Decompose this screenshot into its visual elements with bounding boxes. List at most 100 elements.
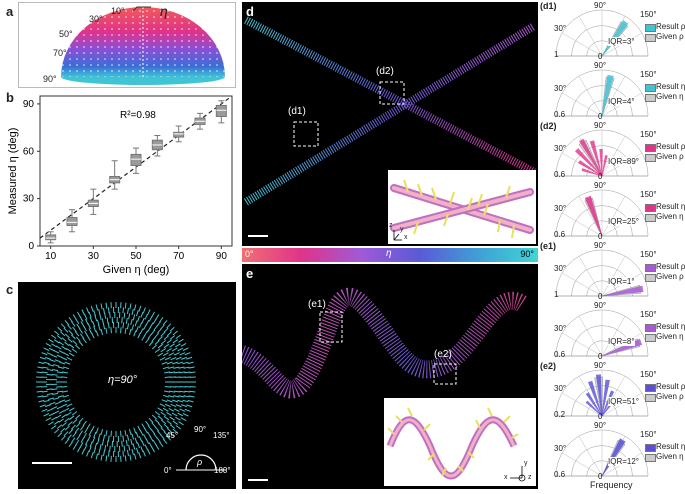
axis-e-x: x <box>504 474 508 481</box>
panel-c-image: η=90° ρ 0° 45° 90° 135° 180° <box>18 282 236 489</box>
legend-swatch <box>645 324 656 332</box>
roi-d1 <box>294 122 318 146</box>
roi-e2-label: (e2) <box>434 349 452 360</box>
scale-bar-c <box>32 462 72 464</box>
rho-angle-180: 180° <box>214 466 231 475</box>
box <box>67 218 77 226</box>
polar-group-label: (d2) <box>540 121 557 131</box>
inset-d: z y x <box>388 170 536 244</box>
polar-angle-0: 0 <box>598 232 602 241</box>
dome-angle-30: 30° <box>89 14 103 24</box>
y-tick-label: 0 <box>28 241 34 252</box>
legend-label: Result η <box>656 202 685 211</box>
inset-e: y x z <box>384 398 536 486</box>
polar-iqr: IQR=12° <box>608 457 639 466</box>
colorbar-min: 0° <box>245 249 254 259</box>
legend-label: Result η <box>656 442 685 451</box>
polar-angle-30: 30° <box>554 324 566 333</box>
panel-a-frame: η 10° 30° 50° 70° 90° <box>18 2 236 88</box>
polar-angle-30: 30° <box>554 24 566 33</box>
legend-swatch <box>645 204 656 212</box>
legend-swatch <box>645 334 656 342</box>
polar-angle-0: 0 <box>598 352 602 361</box>
x-axis-label: Given η (deg) <box>103 264 170 276</box>
panel-a-label: a <box>6 4 13 19</box>
rho-angle-90: 90° <box>194 425 206 434</box>
x-tick-label: 70 <box>173 251 185 262</box>
legend-label: Given ρ <box>656 32 684 41</box>
polar-xlabel: Frequency <box>590 480 633 490</box>
polar-angle-150: 150° <box>640 430 657 439</box>
eta-symbol-a: η <box>160 3 168 19</box>
roi-e1-label: (e1) <box>308 299 326 310</box>
polar-angle-90: 90° <box>594 421 606 430</box>
polar-range-label: 0.6 <box>554 110 565 119</box>
polar-angle-30: 30° <box>554 144 566 153</box>
dome-angle-50: 50° <box>59 29 73 39</box>
rho-angle-0: 0° <box>164 466 172 475</box>
polar-angle-150: 150° <box>640 250 657 259</box>
rho-angle-45: 45° <box>166 431 178 440</box>
legend-swatch <box>645 84 656 92</box>
eta-colorbar: 0° η 90° <box>242 248 538 262</box>
polar-angle-30: 30° <box>554 204 566 213</box>
legend-label: Result ρ <box>656 142 685 151</box>
polar-angle-150: 150° <box>640 190 657 199</box>
box <box>131 154 141 165</box>
polar-iqr: IQR=4° <box>608 97 635 106</box>
polar-angle-0: 0 <box>598 172 602 181</box>
legend-label: Given η <box>656 212 684 221</box>
legend-label: Given ρ <box>656 152 684 161</box>
polar-angle-30: 30° <box>554 264 566 273</box>
polar-angle-30: 30° <box>554 84 566 93</box>
polar-iqr: IQR=1° <box>608 277 635 286</box>
y-tick-label: 90 <box>23 99 35 110</box>
polar-angle-90: 90° <box>594 301 606 310</box>
axis-d-z: z <box>389 222 393 229</box>
dome-angle-70: 70° <box>53 48 67 58</box>
result-wedge <box>602 155 607 176</box>
polar-angle-150: 150° <box>640 370 657 379</box>
polar-iqr: IQR=3° <box>608 37 635 46</box>
legend-swatch <box>645 384 656 392</box>
panel-e-label: e <box>246 266 253 281</box>
polar-group-label: (d1) <box>540 1 557 11</box>
polar-iqr: IQR=51° <box>608 397 639 406</box>
polar-angle-0: 0 <box>598 412 602 421</box>
polar-range-label: 0.2 <box>554 410 565 419</box>
polar-angle-0: 0 <box>598 292 602 301</box>
colorbar-label: η <box>386 248 392 259</box>
y-axis-label: Measured η (deg) <box>7 128 19 215</box>
eta-label-c: η=90° <box>108 374 137 386</box>
x-tick-label: 90 <box>216 251 228 262</box>
axis-d-x: x <box>404 234 408 241</box>
polar-range-label: 0.6 <box>554 170 565 179</box>
rho-symbol: ρ <box>197 457 202 467</box>
y-tick-label: 30 <box>23 194 35 205</box>
legend-label: Result ρ <box>656 382 685 391</box>
dome-angle-90: 90° <box>43 74 57 84</box>
legend-swatch <box>645 274 656 282</box>
polar-angle-30: 30° <box>554 384 566 393</box>
colorbar-max: 90° <box>520 249 534 259</box>
axis-d-y: y <box>400 226 404 233</box>
legend-label: Result ρ <box>656 262 685 271</box>
panel-c-label: c <box>6 282 13 297</box>
polar-angle-30: 30° <box>554 444 566 453</box>
polar-angle-150: 150° <box>640 130 657 139</box>
x-tick-label: 50 <box>130 251 142 262</box>
polar-angle-90: 90° <box>594 61 606 70</box>
polar-angle-150: 150° <box>640 70 657 79</box>
legend-label: Result η <box>656 322 685 331</box>
polar-group-label: (e1) <box>540 241 556 251</box>
legend-label: Result η <box>656 82 685 91</box>
legend-swatch <box>645 94 656 102</box>
legend-swatch <box>645 444 656 452</box>
polar-angle-150: 150° <box>640 10 657 19</box>
